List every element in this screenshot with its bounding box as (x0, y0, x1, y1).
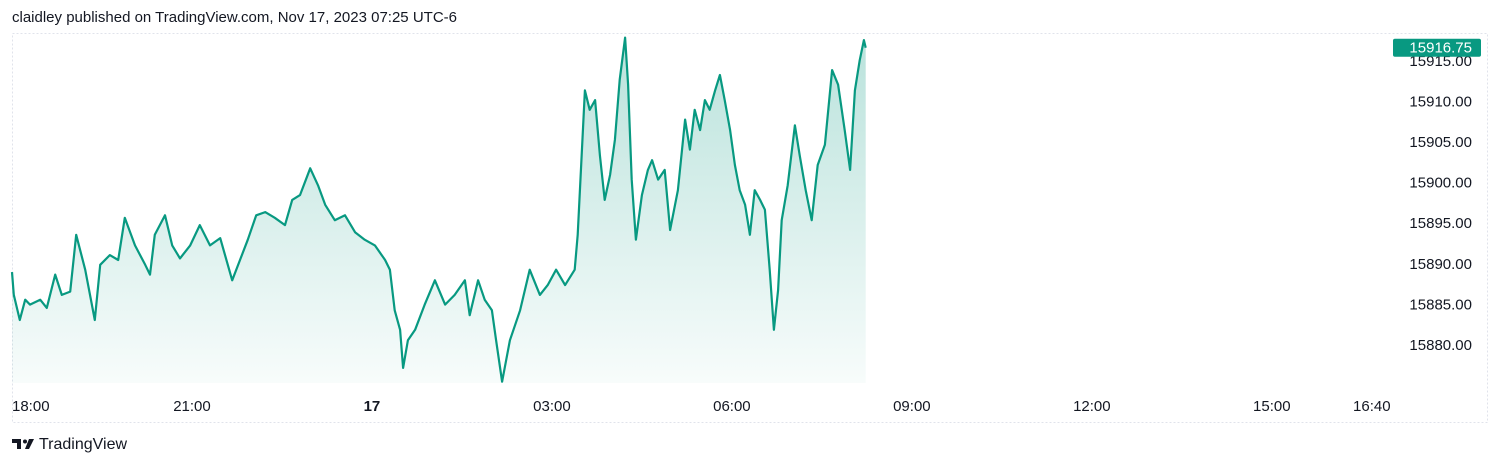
x-tick-label: 21:00 (173, 398, 211, 415)
area-fill (12, 37, 866, 383)
last-price-badge (1393, 38, 1481, 57)
x-tick-label: 06:00 (713, 398, 751, 415)
x-tick-label: 16:40 (1353, 398, 1391, 415)
x-tick-label: 17 (364, 398, 381, 415)
y-tick-label: 15915.00 (1409, 53, 1472, 70)
brand-logo (12, 439, 34, 449)
brand-name: TradingView (39, 436, 127, 453)
y-tick-label: 15900.00 (1409, 175, 1472, 192)
y-tick-label: 15885.00 (1409, 296, 1472, 313)
y-tick-label: 15890.00 (1409, 256, 1472, 273)
y-tick-label: 15905.00 (1409, 134, 1472, 151)
x-tick-label: 15:00 (1253, 398, 1291, 415)
chart-frame (12, 33, 1488, 423)
x-tick-label: 18:00 (12, 398, 50, 415)
y-tick-label: 15910.00 (1409, 94, 1472, 111)
header-text: claidley published on TradingView.com, N… (12, 9, 457, 26)
x-tick-label: 09:00 (893, 398, 931, 415)
y-tick-label: 15895.00 (1409, 215, 1472, 232)
price-line (10, 36, 867, 383)
last-price-label: 15916.75 (1409, 40, 1472, 57)
y-tick-label: 15880.00 (1409, 337, 1472, 354)
x-tick-label: 03:00 (533, 398, 571, 415)
x-tick-label: 12:00 (1073, 398, 1111, 415)
